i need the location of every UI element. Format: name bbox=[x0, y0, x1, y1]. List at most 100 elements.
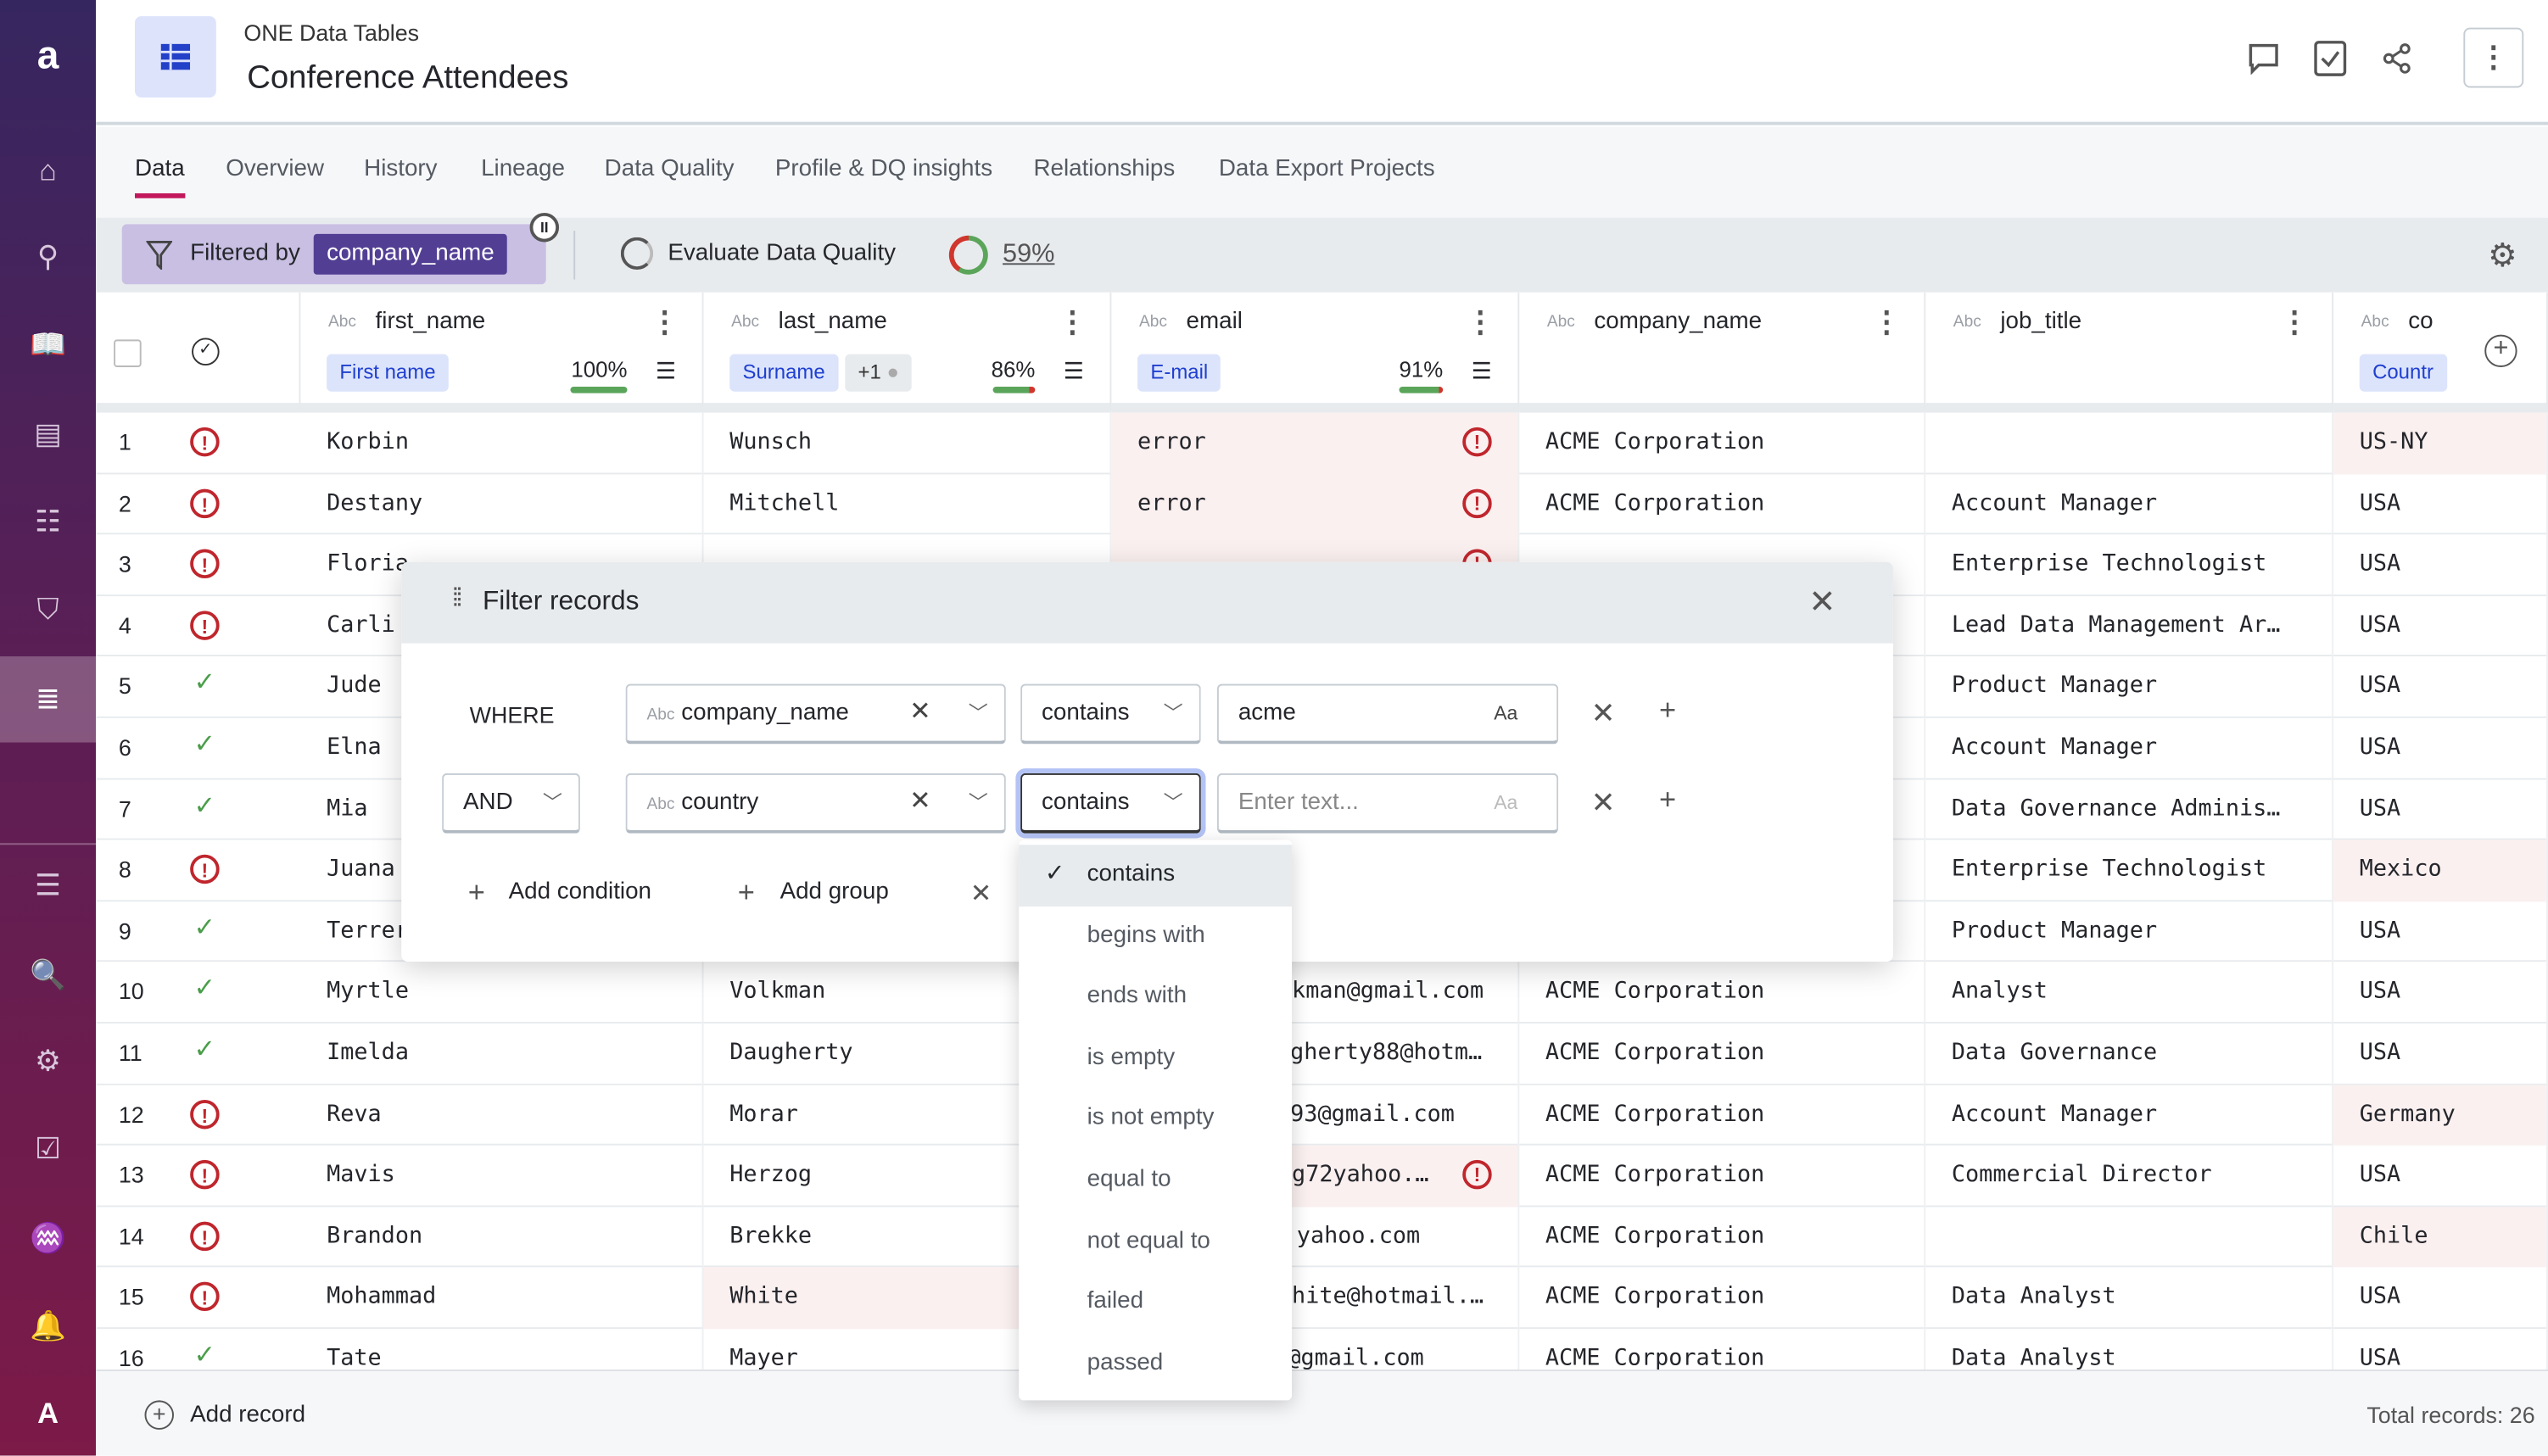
cell-job_title[interactable]: Data Governance bbox=[1925, 1023, 2334, 1085]
logo[interactable]: a bbox=[36, 34, 59, 78]
tab-overview[interactable]: Overview bbox=[226, 155, 325, 182]
cell-co[interactable]: USA bbox=[2333, 595, 2548, 657]
cell-first_name[interactable]: Imelda bbox=[300, 1023, 704, 1085]
cell-company_name[interactable] bbox=[1519, 656, 1926, 718]
table-row[interactable]: 13! Mavis Herzog g72yahoo.…! ACME Corporatio… bbox=[96, 1145, 2548, 1208]
cell-job_title[interactable]: Enterprise Technologist bbox=[1925, 534, 2334, 596]
more-terms-tag[interactable]: +1 ● bbox=[845, 354, 913, 392]
business-term-tag[interactable]: Countr bbox=[2359, 354, 2447, 392]
cell-co[interactable]: USA bbox=[2333, 1268, 2548, 1330]
close-icon[interactable]: ✕ bbox=[1808, 584, 1836, 621]
cell-job_title[interactable]: Data Governance Adminis… bbox=[1925, 778, 2334, 840]
business-term-tag[interactable]: E-mail bbox=[1137, 354, 1221, 392]
cell-company_name[interactable]: ACME Corporation bbox=[1519, 1145, 1926, 1208]
cell-job_title[interactable]: Account Manager bbox=[1925, 473, 2334, 535]
cell-job_title[interactable]: Analyst bbox=[1925, 962, 2334, 1024]
column-header-first_name[interactable]: Abc first_name ⋮ First name 100% ☰ bbox=[300, 292, 704, 413]
cell-job_title[interactable]: Product Manager bbox=[1925, 901, 2334, 962]
cell-first_name[interactable]: Tate bbox=[300, 1329, 704, 1370]
operator-option[interactable]: passed bbox=[1019, 1333, 1292, 1394]
tasks-icon[interactable]: ☑ bbox=[35, 1131, 61, 1164]
cell-co[interactable]: USA bbox=[2333, 901, 2548, 962]
cell-co[interactable]: USA bbox=[2333, 717, 2548, 779]
pause-icon[interactable]: II bbox=[529, 212, 560, 243]
cell-company_name[interactable] bbox=[1519, 595, 1926, 657]
condition1-value-input[interactable]: acme Aa bbox=[1216, 683, 1559, 745]
cell-co[interactable]: Chile bbox=[2333, 1207, 2548, 1269]
cell-first_name[interactable]: Brandon bbox=[300, 1207, 704, 1269]
operator-option[interactable]: ends with bbox=[1019, 967, 1292, 1028]
cell-co[interactable]: US-NY bbox=[2333, 412, 2548, 474]
cell-job_title[interactable]: Enterprise Technologist bbox=[1925, 840, 2334, 901]
add-column-icon[interactable]: + bbox=[2484, 334, 2517, 367]
cell-company_name[interactable]: ACME Corporation bbox=[1519, 412, 1926, 474]
documents-icon[interactable]: ▤ bbox=[34, 416, 62, 449]
cell-job_title[interactable]: Commercial Director bbox=[1925, 1145, 2334, 1208]
column-header-last_name[interactable]: Abc last_name ⋮ Surname +1 ● 86% ☰ bbox=[703, 292, 1112, 413]
operator-option[interactable]: equal to bbox=[1019, 1150, 1292, 1211]
quality-rules-icon[interactable]: ☰ bbox=[1063, 357, 1084, 384]
cell-last_name[interactable]: Wunsch bbox=[704, 412, 1112, 474]
column-menu-icon[interactable]: ⋮ bbox=[650, 305, 679, 338]
cell-co[interactable]: Germany bbox=[2333, 1084, 2548, 1146]
cell-first_name[interactable]: Korbin bbox=[300, 412, 704, 474]
condition1-field-select[interactable]: Abc company_name ✕ ﹀ bbox=[625, 683, 1006, 745]
business-term-tag[interactable]: Surname bbox=[729, 354, 839, 392]
clear-icon[interactable]: ✕ bbox=[909, 698, 931, 727]
cell-first_name[interactable]: Destany bbox=[300, 473, 704, 535]
table-row[interactable]: 10 ✓ Myrtle Volkman kman@gmail.com ACME Corpo… bbox=[96, 962, 2548, 1024]
book-icon[interactable]: 📖 bbox=[30, 327, 66, 360]
cell-email[interactable]: kman@gmail.com bbox=[1111, 962, 1520, 1024]
filter-indicator[interactable]: Filtered by company_name bbox=[121, 224, 546, 285]
condition2-field-select[interactable]: Abc country ✕ ﹀ bbox=[625, 773, 1006, 834]
operator-option[interactable]: ✓ contains bbox=[1019, 845, 1293, 907]
list-icon[interactable]: ☰ bbox=[35, 867, 61, 901]
logic-operator-select[interactable]: AND ﹀ bbox=[442, 773, 580, 834]
cell-co[interactable]: USA bbox=[2333, 778, 2548, 840]
evaluate-dq-button[interactable]: Evaluate Data Quality bbox=[668, 240, 897, 267]
table-row[interactable]: 14! Brandon Brekke yahoo.com ACME Corporatio… bbox=[96, 1207, 2548, 1269]
settings-icon[interactable]: ⚙ bbox=[2488, 238, 2517, 275]
tab-data-export-projects[interactable]: Data Export Projects bbox=[1218, 155, 1435, 182]
cell-company_name[interactable]: ACME Corporation bbox=[1519, 473, 1926, 535]
tab-profile-dq-insights[interactable]: Profile & DQ insights bbox=[774, 155, 993, 182]
cell-first_name[interactable]: Reva bbox=[300, 1084, 704, 1146]
cell-co[interactable]: USA bbox=[2333, 534, 2548, 596]
operator-option[interactable]: is not empty bbox=[1019, 1089, 1292, 1150]
cell-company_name[interactable]: ACME Corporation bbox=[1519, 962, 1926, 1024]
column-menu-icon[interactable]: ⋮ bbox=[1872, 305, 1902, 338]
cell-first_name[interactable]: Juana bbox=[300, 840, 704, 901]
table-row[interactable]: 11 ✓ Imelda Daugherty gherty88@hotm… ACME Cor… bbox=[96, 1023, 2548, 1085]
condition1-operator-select[interactable]: contains ﹀ bbox=[1020, 683, 1201, 745]
tab-history[interactable]: History bbox=[364, 155, 438, 182]
clear-all-icon[interactable]: ✕ bbox=[969, 880, 992, 908]
cell-job_title[interactable]: Account Manager bbox=[1925, 1084, 2334, 1146]
table-row[interactable]: 16 ✓ Tate Mayer @gmail.com ACME Corporation Da… bbox=[96, 1329, 2548, 1370]
data-quality-icon[interactable]: ≣ bbox=[0, 655, 97, 743]
cell-job_title[interactable] bbox=[1925, 412, 2334, 474]
cell-company_name[interactable]: ACME Corporation bbox=[1519, 1207, 1926, 1269]
table-row[interactable]: 2! Destany Mitchell error! ACME Corporation A… bbox=[96, 473, 2548, 535]
cell-last_name[interactable]: Herzog bbox=[704, 1145, 1112, 1208]
cell-company_name[interactable]: ACME Corporation bbox=[1519, 1084, 1926, 1146]
cell-company_name[interactable] bbox=[1519, 840, 1926, 901]
cell-last_name[interactable]: Mayer bbox=[704, 1329, 1112, 1370]
tab-data[interactable]: Data bbox=[135, 155, 185, 198]
cell-email[interactable]: @gmail.com bbox=[1111, 1329, 1520, 1370]
business-term-tag[interactable]: First name bbox=[327, 354, 449, 392]
cell-email[interactable]: yahoo.com bbox=[1111, 1207, 1520, 1269]
dialog-header[interactable]: ⁞⁞ Filter records ✕ bbox=[401, 561, 1893, 644]
cell-first_name[interactable]: Myrtle bbox=[300, 962, 704, 1024]
cell-first_name[interactable]: Mavis bbox=[300, 1145, 704, 1208]
column-header-co[interactable]: Abc co Countr bbox=[2333, 292, 2548, 413]
column-header-company_name[interactable]: Abc company_name ⋮ bbox=[1519, 292, 1926, 413]
operator-option[interactable]: is empty bbox=[1019, 1028, 1292, 1089]
cell-company_name[interactable] bbox=[1519, 534, 1926, 596]
match-case-toggle[interactable]: Aa bbox=[1494, 790, 1518, 814]
cell-co[interactable]: USA bbox=[2333, 656, 2548, 718]
tab-relationships[interactable]: Relationships bbox=[1033, 155, 1176, 182]
cell-email[interactable]: gherty88@hotm… bbox=[1111, 1023, 1520, 1085]
cell-co[interactable]: USA bbox=[2333, 1329, 2548, 1370]
table-row[interactable]: 12! Reva Morar 93@gmail.com ACME Corporation… bbox=[96, 1084, 2548, 1146]
add-group-button[interactable]: Add group bbox=[779, 879, 889, 906]
